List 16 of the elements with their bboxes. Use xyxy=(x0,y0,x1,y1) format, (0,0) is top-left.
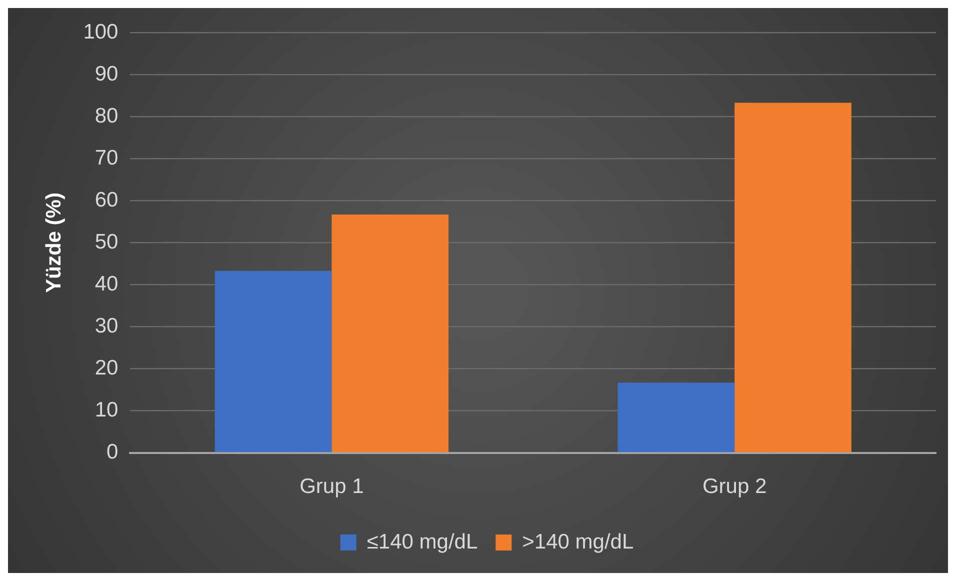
y-tick-label: 80 xyxy=(94,104,118,128)
y-tick-label: 100 xyxy=(83,20,118,44)
y-tick-label: 90 xyxy=(94,62,118,86)
y-tick-label: 0 xyxy=(106,440,118,464)
y-axis-title: Yüzde (%) xyxy=(42,192,66,293)
y-tick-label: 30 xyxy=(94,314,118,338)
y-tick-label: 40 xyxy=(94,272,118,296)
legend-label: ≤140 mg/dL xyxy=(366,530,478,554)
y-tick-label: 60 xyxy=(94,188,118,212)
y-tick-label: 70 xyxy=(94,146,118,170)
y-tick-label: 50 xyxy=(94,230,118,254)
y-tick-label: 20 xyxy=(94,356,118,380)
x-tick-label: Grup 2 xyxy=(702,475,767,498)
y-tick-label: 10 xyxy=(94,398,118,422)
x-tick-label: Grup 1 xyxy=(300,475,364,498)
legend-label: >140 mg/dL xyxy=(522,530,634,554)
